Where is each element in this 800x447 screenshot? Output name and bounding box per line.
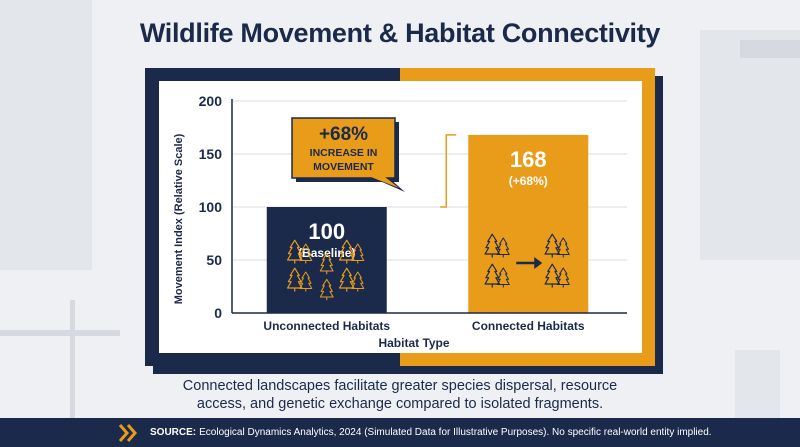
arrow-head-icon (534, 257, 543, 269)
bg-line-left-vert (70, 300, 75, 420)
y-tick-label: 200 (199, 93, 223, 109)
tree-icon (496, 267, 510, 288)
tree-icon (556, 267, 570, 288)
tree-icon (338, 267, 355, 292)
chart-caption: Connected landscapes facilitate greater … (150, 377, 650, 413)
y-tick-label: 100 (199, 199, 223, 215)
callout-pointer (371, 177, 399, 188)
bg-block-right-bottom (735, 350, 780, 418)
callout-percent: +68% (319, 124, 368, 145)
caption-line-2: access, and genetic exchange compared to… (196, 396, 604, 412)
page-title: Wildlife Movement & Habitat Connectivity (139, 18, 661, 48)
tree-icon (496, 237, 510, 258)
difference-bracket (440, 134, 457, 208)
callout-box: +68% INCREASE IN MOVEMENT (291, 117, 405, 192)
tree-icon (299, 271, 313, 292)
bg-line-left (0, 330, 120, 336)
tree-icon (351, 243, 365, 264)
bg-block-right (700, 30, 800, 260)
tree-icon (484, 263, 501, 288)
y-tick-label: 150 (199, 146, 223, 162)
tree-icon (544, 233, 561, 258)
tree-icon (319, 252, 334, 275)
bar-sub-label: (+68%) (509, 174, 548, 188)
y-tick-label: 50 (206, 252, 222, 268)
tree-icon (556, 237, 570, 258)
bar-chart: 100(Baseline)168(+68%) 050100150200Uncon… (173, 93, 627, 350)
bar-1 (266, 207, 387, 313)
bar-value-label: 168 (510, 147, 547, 172)
caption-line-1: Connected landscapes facilitate greater … (182, 378, 618, 394)
callout-pointer-shadow (373, 178, 405, 192)
tree-icon (286, 239, 303, 264)
tree-icon (351, 271, 365, 292)
x-axis-label: Habitat Type (378, 336, 449, 350)
chevron-right-icon (118, 424, 137, 442)
bg-block-left (0, 0, 92, 270)
tree-icon (286, 267, 303, 292)
tree-icon (338, 239, 355, 264)
connected-trees-icon (484, 233, 570, 288)
source-footer: SOURCE: Ecological Dynamics Analytics, 20… (0, 418, 800, 447)
source-text: Ecological Dynamics Analytics, 2024 (Sim… (199, 427, 712, 438)
bg-line-right (740, 40, 800, 58)
bar-value-label: 100 (308, 219, 345, 244)
chart-panel: 100 (Baseline) 168 (+68%) 0 50 100 150 200 Uncon… (159, 81, 642, 353)
y-tick-label: 0 (214, 305, 222, 321)
tree-icon (299, 243, 313, 264)
y-axis-label: Movement Index (Relative Scale) (173, 133, 185, 304)
source-label: SOURCE: (150, 427, 197, 438)
callout-line-3: MOVEMENT (313, 161, 374, 173)
tree-cluster-icon (286, 239, 365, 301)
callout-body (291, 117, 396, 179)
x-tick-label: Unconnected Habitats (263, 319, 390, 333)
tree-icon (319, 278, 334, 301)
x-tick-label: Connected Habitats (472, 319, 585, 333)
tree-icon (484, 233, 501, 258)
callout-line-2: INCREASE IN (310, 147, 378, 159)
tree-icon (544, 263, 561, 288)
